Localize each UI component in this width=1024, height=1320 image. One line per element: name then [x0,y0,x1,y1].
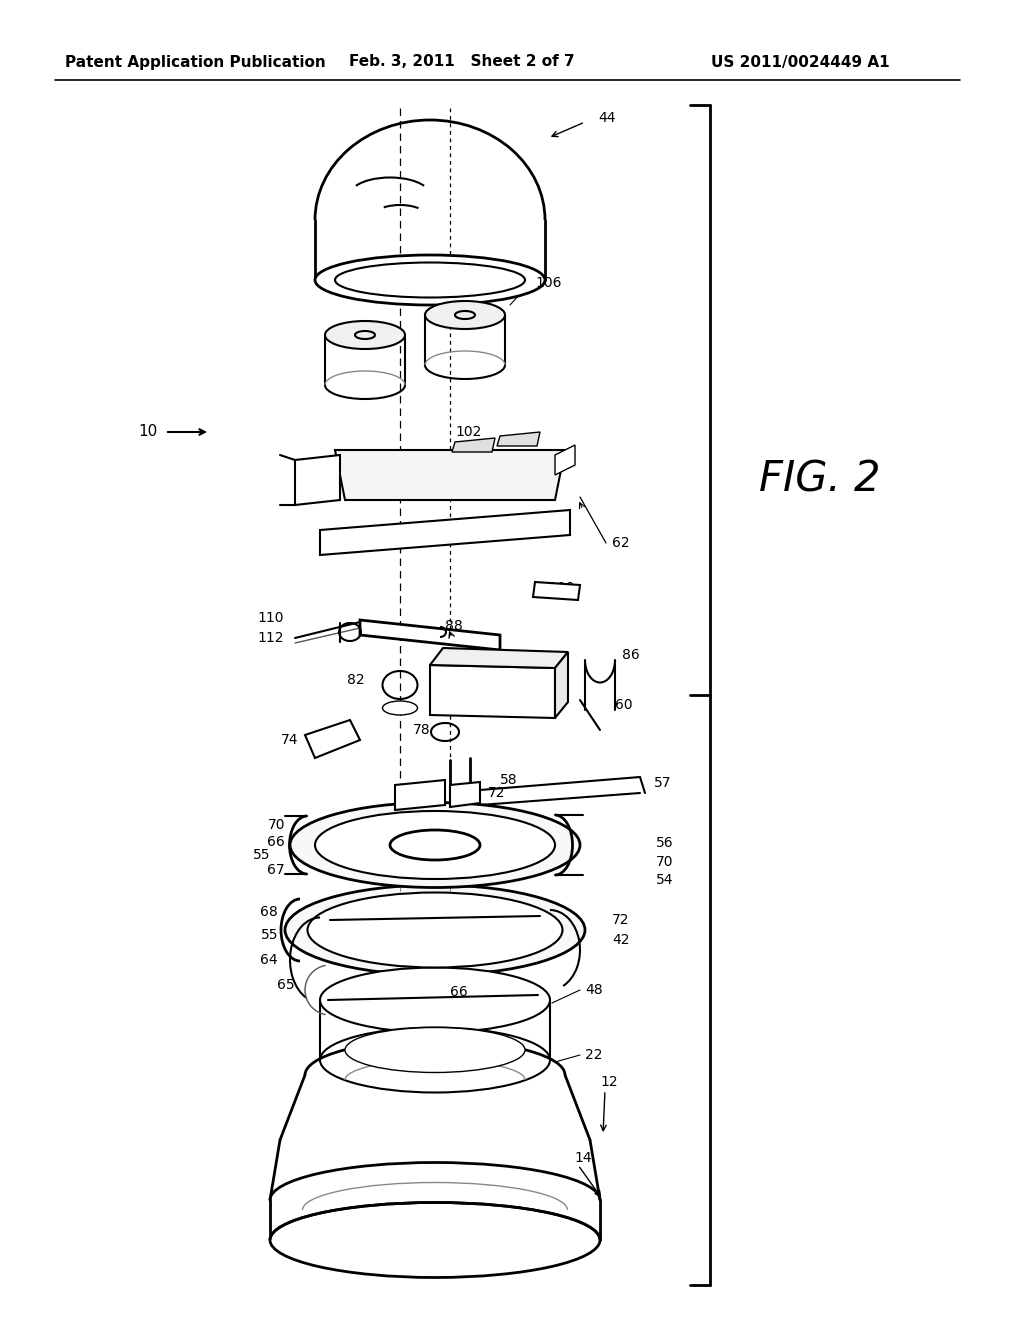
Text: 56: 56 [656,836,674,850]
Polygon shape [430,648,568,668]
Text: 70: 70 [267,818,285,832]
Text: FIG. 2: FIG. 2 [759,459,881,502]
Ellipse shape [319,968,550,1032]
Ellipse shape [285,884,585,975]
Text: 82: 82 [347,673,365,686]
Text: 102: 102 [455,425,481,440]
Text: 55: 55 [253,847,270,862]
Text: 48: 48 [585,983,603,997]
Ellipse shape [315,255,545,305]
Polygon shape [555,445,575,475]
Polygon shape [452,438,495,451]
Text: 64: 64 [260,953,278,968]
Ellipse shape [319,1027,550,1093]
Ellipse shape [383,701,418,715]
Text: 58: 58 [500,774,517,787]
Text: 14: 14 [574,1151,592,1166]
Polygon shape [497,432,540,446]
Text: 106: 106 [535,276,561,290]
Polygon shape [360,620,500,649]
Ellipse shape [335,263,525,297]
Ellipse shape [290,803,580,887]
Polygon shape [305,719,360,758]
Polygon shape [319,510,570,554]
Text: 72: 72 [488,785,506,800]
Text: 74: 74 [281,733,298,747]
Text: 100: 100 [548,581,574,595]
Text: 54: 54 [656,873,674,887]
Text: 10: 10 [138,425,158,440]
Polygon shape [555,652,568,718]
Text: 70: 70 [656,855,674,869]
Text: 55: 55 [260,928,278,942]
Text: 67: 67 [267,863,285,876]
Text: 66: 66 [450,985,468,999]
Text: Feb. 3, 2011   Sheet 2 of 7: Feb. 3, 2011 Sheet 2 of 7 [349,54,574,70]
Text: 12: 12 [600,1074,617,1089]
Text: 57: 57 [654,776,672,789]
Text: US 2011/0024449 A1: US 2011/0024449 A1 [711,54,889,70]
Ellipse shape [307,892,562,968]
Ellipse shape [270,1203,600,1278]
Text: 86: 86 [622,648,640,663]
Polygon shape [395,780,445,810]
Text: 110: 110 [257,611,284,624]
Text: 78: 78 [413,723,430,737]
Text: 44: 44 [598,111,615,125]
Polygon shape [335,450,565,500]
Polygon shape [450,781,480,807]
Text: 62: 62 [612,536,630,550]
Ellipse shape [315,810,555,879]
Text: 112: 112 [257,631,284,645]
Ellipse shape [345,1027,525,1072]
Text: 66: 66 [267,836,285,849]
Text: 68: 68 [260,906,278,919]
Text: 46: 46 [426,838,443,851]
Text: 65: 65 [278,978,295,993]
Text: 72: 72 [612,913,630,927]
Polygon shape [430,665,555,718]
Text: 84: 84 [481,678,499,692]
Text: 60: 60 [615,698,633,711]
Ellipse shape [325,321,406,348]
Polygon shape [295,455,340,506]
Ellipse shape [425,301,505,329]
Ellipse shape [390,830,480,861]
Text: Patent Application Publication: Patent Application Publication [65,54,326,70]
Text: 71: 71 [455,783,473,797]
Text: 22: 22 [585,1048,602,1063]
Text: 42: 42 [612,933,630,946]
Polygon shape [534,582,580,601]
Text: 88: 88 [445,619,463,634]
